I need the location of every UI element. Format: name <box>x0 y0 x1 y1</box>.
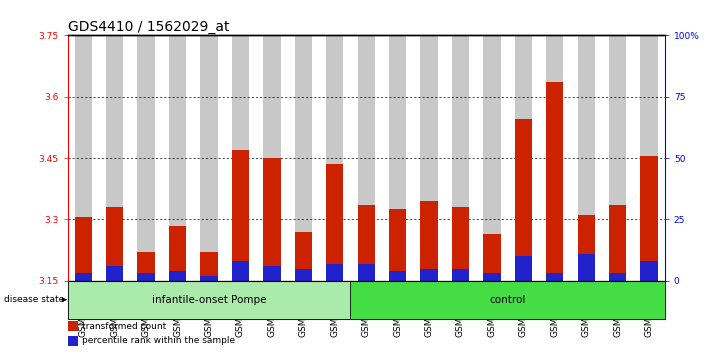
Bar <box>483 274 501 281</box>
Bar <box>609 205 626 281</box>
Text: control: control <box>489 295 526 305</box>
Bar <box>420 35 438 281</box>
Bar <box>294 232 312 281</box>
Bar <box>609 274 626 281</box>
Bar <box>137 274 155 281</box>
Bar <box>546 82 563 281</box>
Bar <box>389 209 406 281</box>
FancyBboxPatch shape <box>351 281 665 319</box>
Bar <box>263 35 281 281</box>
Bar <box>451 35 469 281</box>
Bar <box>609 35 626 281</box>
Bar <box>263 158 281 281</box>
Bar <box>420 201 438 281</box>
Bar <box>577 215 595 281</box>
Bar <box>358 35 375 281</box>
Bar <box>106 266 123 281</box>
Bar <box>358 205 375 281</box>
FancyBboxPatch shape <box>68 281 351 319</box>
Bar <box>451 269 469 281</box>
Bar <box>546 35 563 281</box>
Bar <box>515 119 532 281</box>
Bar <box>515 35 532 281</box>
Bar <box>106 207 123 281</box>
Bar <box>68 336 78 346</box>
Bar <box>577 35 595 281</box>
Bar <box>232 261 249 281</box>
Bar <box>420 269 438 281</box>
Bar <box>68 321 78 331</box>
Bar <box>169 271 186 281</box>
Bar <box>169 225 186 281</box>
Text: percentile rank within the sample: percentile rank within the sample <box>82 336 235 345</box>
Bar <box>137 35 155 281</box>
Text: GDS4410 / 1562029_at: GDS4410 / 1562029_at <box>68 21 229 34</box>
Bar <box>389 35 406 281</box>
Bar <box>515 256 532 281</box>
Bar <box>451 207 469 281</box>
Bar <box>294 269 312 281</box>
Bar <box>201 35 218 281</box>
Bar <box>483 234 501 281</box>
Bar <box>358 264 375 281</box>
Bar <box>232 35 249 281</box>
Bar <box>641 156 658 281</box>
Bar <box>137 252 155 281</box>
Bar <box>577 254 595 281</box>
Bar <box>641 261 658 281</box>
Bar <box>106 35 123 281</box>
Text: disease state: disease state <box>4 295 65 304</box>
Bar <box>201 276 218 281</box>
Bar <box>641 35 658 281</box>
Bar <box>389 271 406 281</box>
Bar <box>263 266 281 281</box>
Bar <box>201 252 218 281</box>
Bar <box>326 35 343 281</box>
Bar <box>75 35 92 281</box>
Bar <box>169 35 186 281</box>
Bar <box>326 264 343 281</box>
Text: transformed count: transformed count <box>82 322 166 331</box>
Bar <box>326 164 343 281</box>
Bar <box>75 217 92 281</box>
Bar <box>483 35 501 281</box>
Bar <box>294 35 312 281</box>
Bar <box>75 274 92 281</box>
Bar <box>546 274 563 281</box>
Bar <box>232 150 249 281</box>
Text: infantile-onset Pompe: infantile-onset Pompe <box>151 295 266 305</box>
